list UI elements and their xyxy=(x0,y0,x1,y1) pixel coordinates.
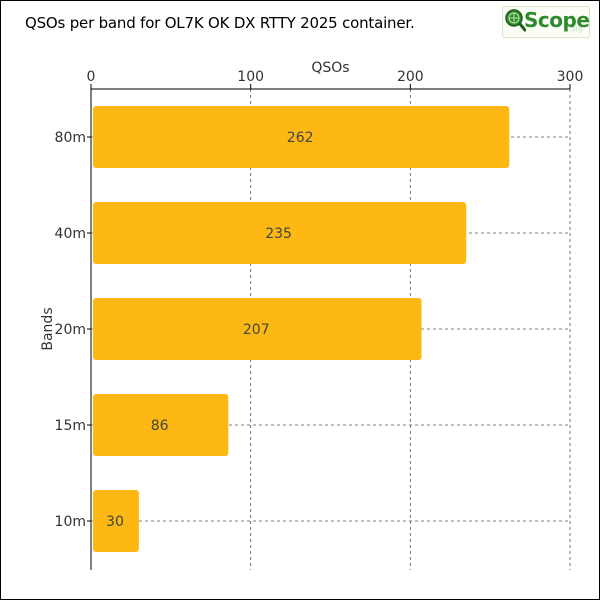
x-tick-label: 0 xyxy=(87,69,96,85)
bar-40m xyxy=(93,202,467,264)
bar-80m xyxy=(93,106,510,168)
chart-title: QSOs per band for OL7K OK DX RTTY 2025 c… xyxy=(25,14,415,32)
data-label: 262 xyxy=(287,130,314,146)
y-tick-label: 80m xyxy=(55,130,86,146)
x-axis-title: QSOs xyxy=(311,60,349,76)
bar-10m xyxy=(93,490,139,552)
data-label: 207 xyxy=(243,322,270,338)
y-tick-label: 15m xyxy=(55,418,86,434)
bar-15m xyxy=(93,394,229,456)
qrzcq-logo[interactable]: Scope .org xyxy=(502,6,590,38)
logo-tld-text: .org xyxy=(569,25,583,33)
magnifier-logo-icon xyxy=(504,8,527,39)
data-label: 235 xyxy=(265,226,292,242)
data-label: 30 xyxy=(106,514,124,530)
x-tick-label: 200 xyxy=(397,69,424,85)
x-tick-label: 100 xyxy=(237,69,264,85)
bar-20m xyxy=(93,298,422,360)
x-tick-label: 300 xyxy=(557,69,584,85)
y-axis-title: Bands xyxy=(40,307,56,350)
y-tick-label: 10m xyxy=(55,514,86,530)
data-label: 86 xyxy=(151,418,169,434)
y-tick-label: 20m xyxy=(55,322,86,338)
logo-brand-text: Scope xyxy=(524,8,590,32)
y-tick-label: 40m xyxy=(55,226,86,242)
